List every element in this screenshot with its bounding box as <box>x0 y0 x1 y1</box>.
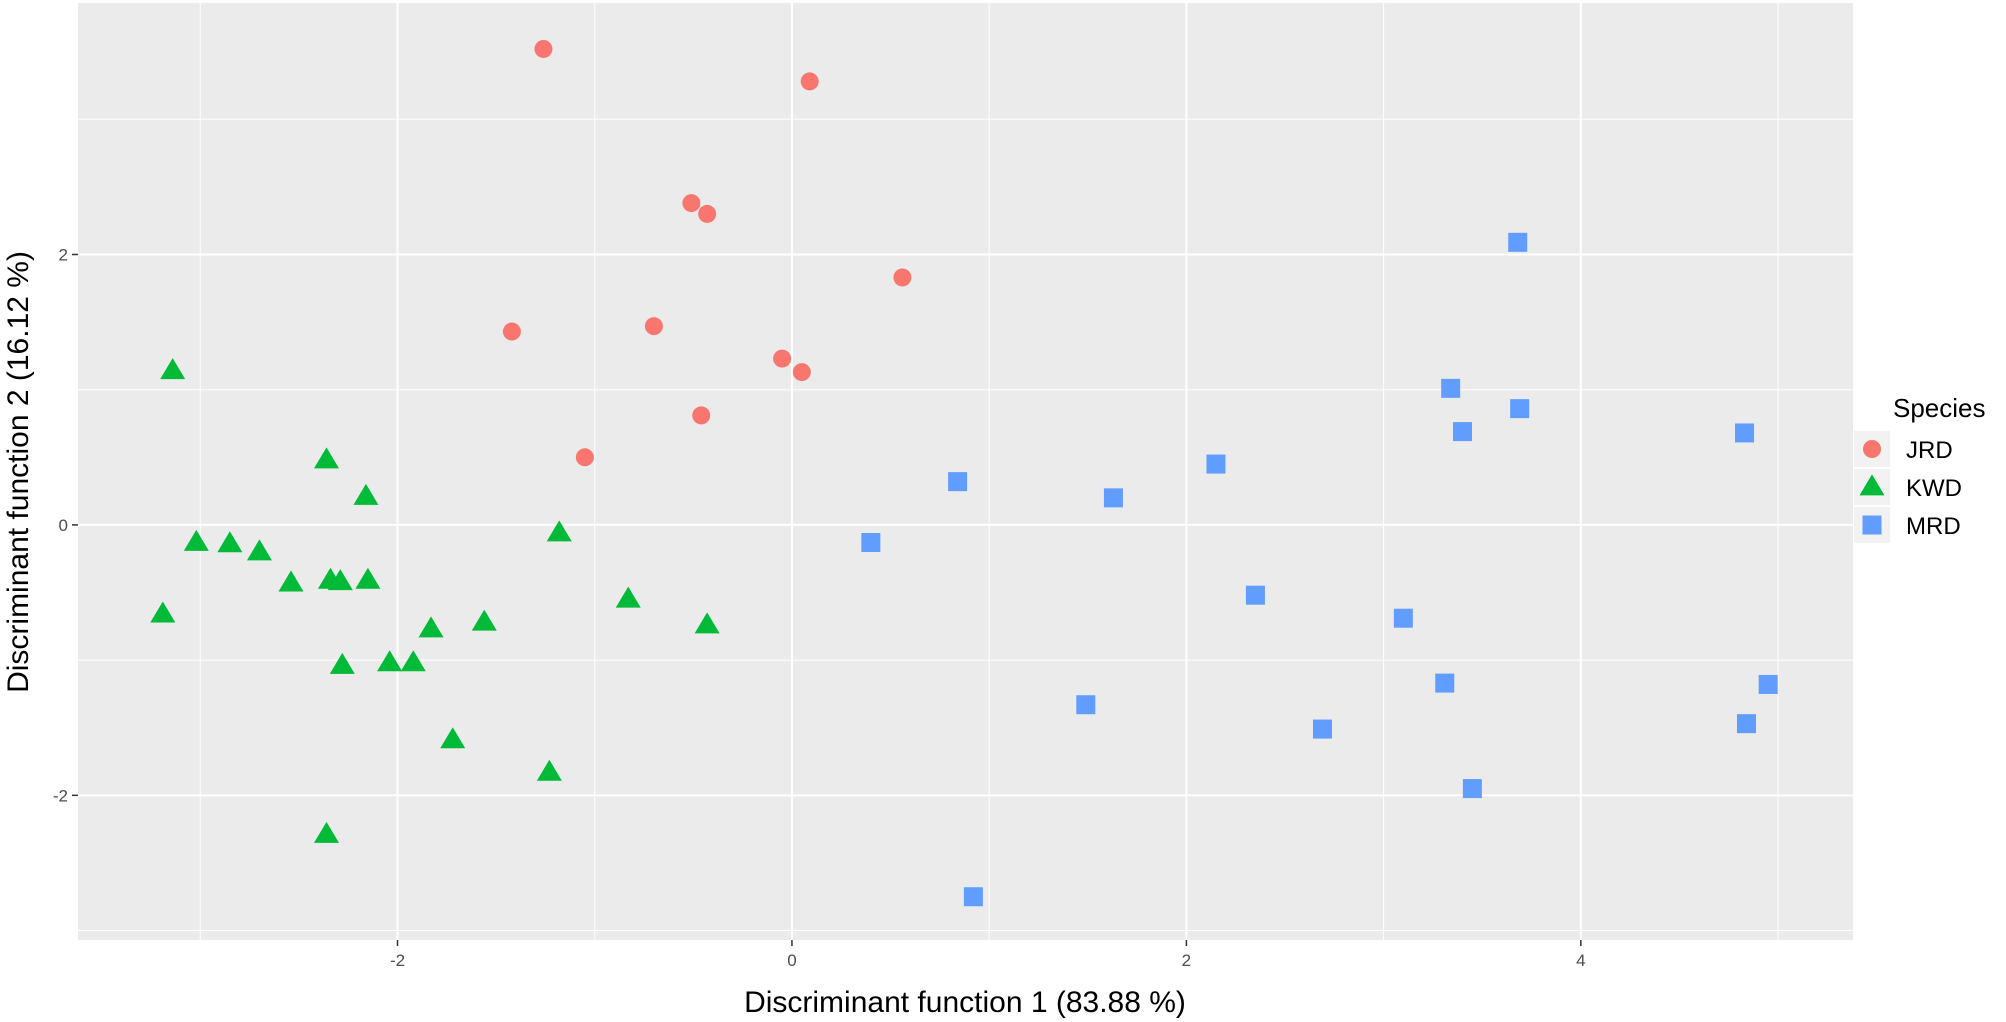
mrd-point <box>1103 488 1123 508</box>
legend-key-mrd <box>1862 515 1882 535</box>
x-tick-label: 4 <box>1576 951 1585 970</box>
legend-keys: JRD KWD MRD <box>1854 431 1962 543</box>
jrd-point <box>575 448 594 467</box>
mrd-point <box>948 472 968 492</box>
kwd-point <box>615 586 641 608</box>
jrd-point <box>800 72 819 91</box>
kwd-point <box>160 358 186 380</box>
kwd-point <box>314 821 339 843</box>
x-axis-title: Discriminant function 1 (83.88 %) <box>744 986 1186 1019</box>
jrd-point <box>502 322 521 341</box>
legend-label-mrd: MRD <box>1906 513 1961 540</box>
jrd-point <box>792 363 811 382</box>
kwd-point <box>471 609 497 631</box>
mrd-point <box>1735 423 1755 443</box>
series-jrd <box>502 39 912 467</box>
y-axis-title: Discriminant function 2 (16.12 %) <box>2 251 35 693</box>
mrd-point <box>1435 673 1455 693</box>
legend-title: Species <box>1893 393 1986 423</box>
mrd-point <box>1312 719 1332 739</box>
kwd-point <box>536 759 562 781</box>
kwd-point <box>694 612 720 634</box>
data-points <box>150 39 1778 907</box>
jrd-point <box>644 317 663 336</box>
legend-label-jrd: JRD <box>1906 437 1953 464</box>
jrd-point <box>698 204 717 223</box>
mrd-point <box>1758 674 1778 694</box>
mrd-point <box>1245 585 1265 605</box>
kwd-point <box>400 650 426 672</box>
kwd-point <box>278 570 304 592</box>
series-kwd <box>150 358 720 843</box>
kwd-point <box>314 447 339 469</box>
jrd-point <box>893 268 912 287</box>
legend-label-kwd: KWD <box>1906 475 1962 502</box>
kwd-point <box>329 652 355 674</box>
minor-gridlines <box>78 3 1853 940</box>
mrd-point <box>1453 422 1472 442</box>
kwd-point <box>440 727 466 749</box>
series-mrd <box>861 232 1778 907</box>
kwd-point <box>355 567 381 589</box>
x-tick-label: 0 <box>787 951 796 970</box>
legend-item-jrd: JRD <box>1854 431 1953 467</box>
kwd-point <box>353 483 379 505</box>
mrd-point <box>1508 232 1528 252</box>
kwd-point <box>546 520 572 542</box>
legend-item-mrd: MRD <box>1854 507 1961 543</box>
kwd-point <box>150 601 176 623</box>
legend-key-jrd <box>1863 440 1881 458</box>
jrd-point <box>692 406 711 425</box>
legend-key-kwd <box>1859 474 1885 496</box>
legend: Species JRD KWD MRD <box>1854 393 1986 543</box>
jrd-point <box>773 349 792 368</box>
kwd-point <box>327 569 353 591</box>
x-axis-ticks: -2 0 2 4 <box>390 940 1586 970</box>
jrd-point <box>682 194 701 213</box>
kwd-point <box>183 529 209 551</box>
mrd-point <box>1462 779 1482 799</box>
mrd-point <box>1441 378 1461 398</box>
mrd-point <box>861 532 881 552</box>
major-gridlines <box>78 3 1853 940</box>
mrd-point <box>1510 399 1530 419</box>
mrd-point <box>1076 695 1096 715</box>
mrd-point <box>1206 454 1226 474</box>
jrd-point <box>534 39 553 58</box>
kwd-point <box>418 616 444 638</box>
kwd-point <box>377 650 403 672</box>
mrd-point <box>1393 608 1413 628</box>
kwd-point <box>246 539 272 561</box>
y-tick-label: -2 <box>53 786 68 805</box>
mrd-point <box>1737 714 1756 734</box>
mrd-point <box>963 887 983 907</box>
y-tick-label: 2 <box>59 245 68 264</box>
kwd-point <box>217 531 243 553</box>
y-tick-label: 0 <box>59 516 68 535</box>
plot-panel <box>78 3 1853 940</box>
x-tick-label: -2 <box>390 951 405 970</box>
legend-item-kwd: KWD <box>1854 469 1962 505</box>
x-tick-label: 2 <box>1182 951 1191 970</box>
y-axis-ticks: -2 0 2 <box>53 245 78 805</box>
